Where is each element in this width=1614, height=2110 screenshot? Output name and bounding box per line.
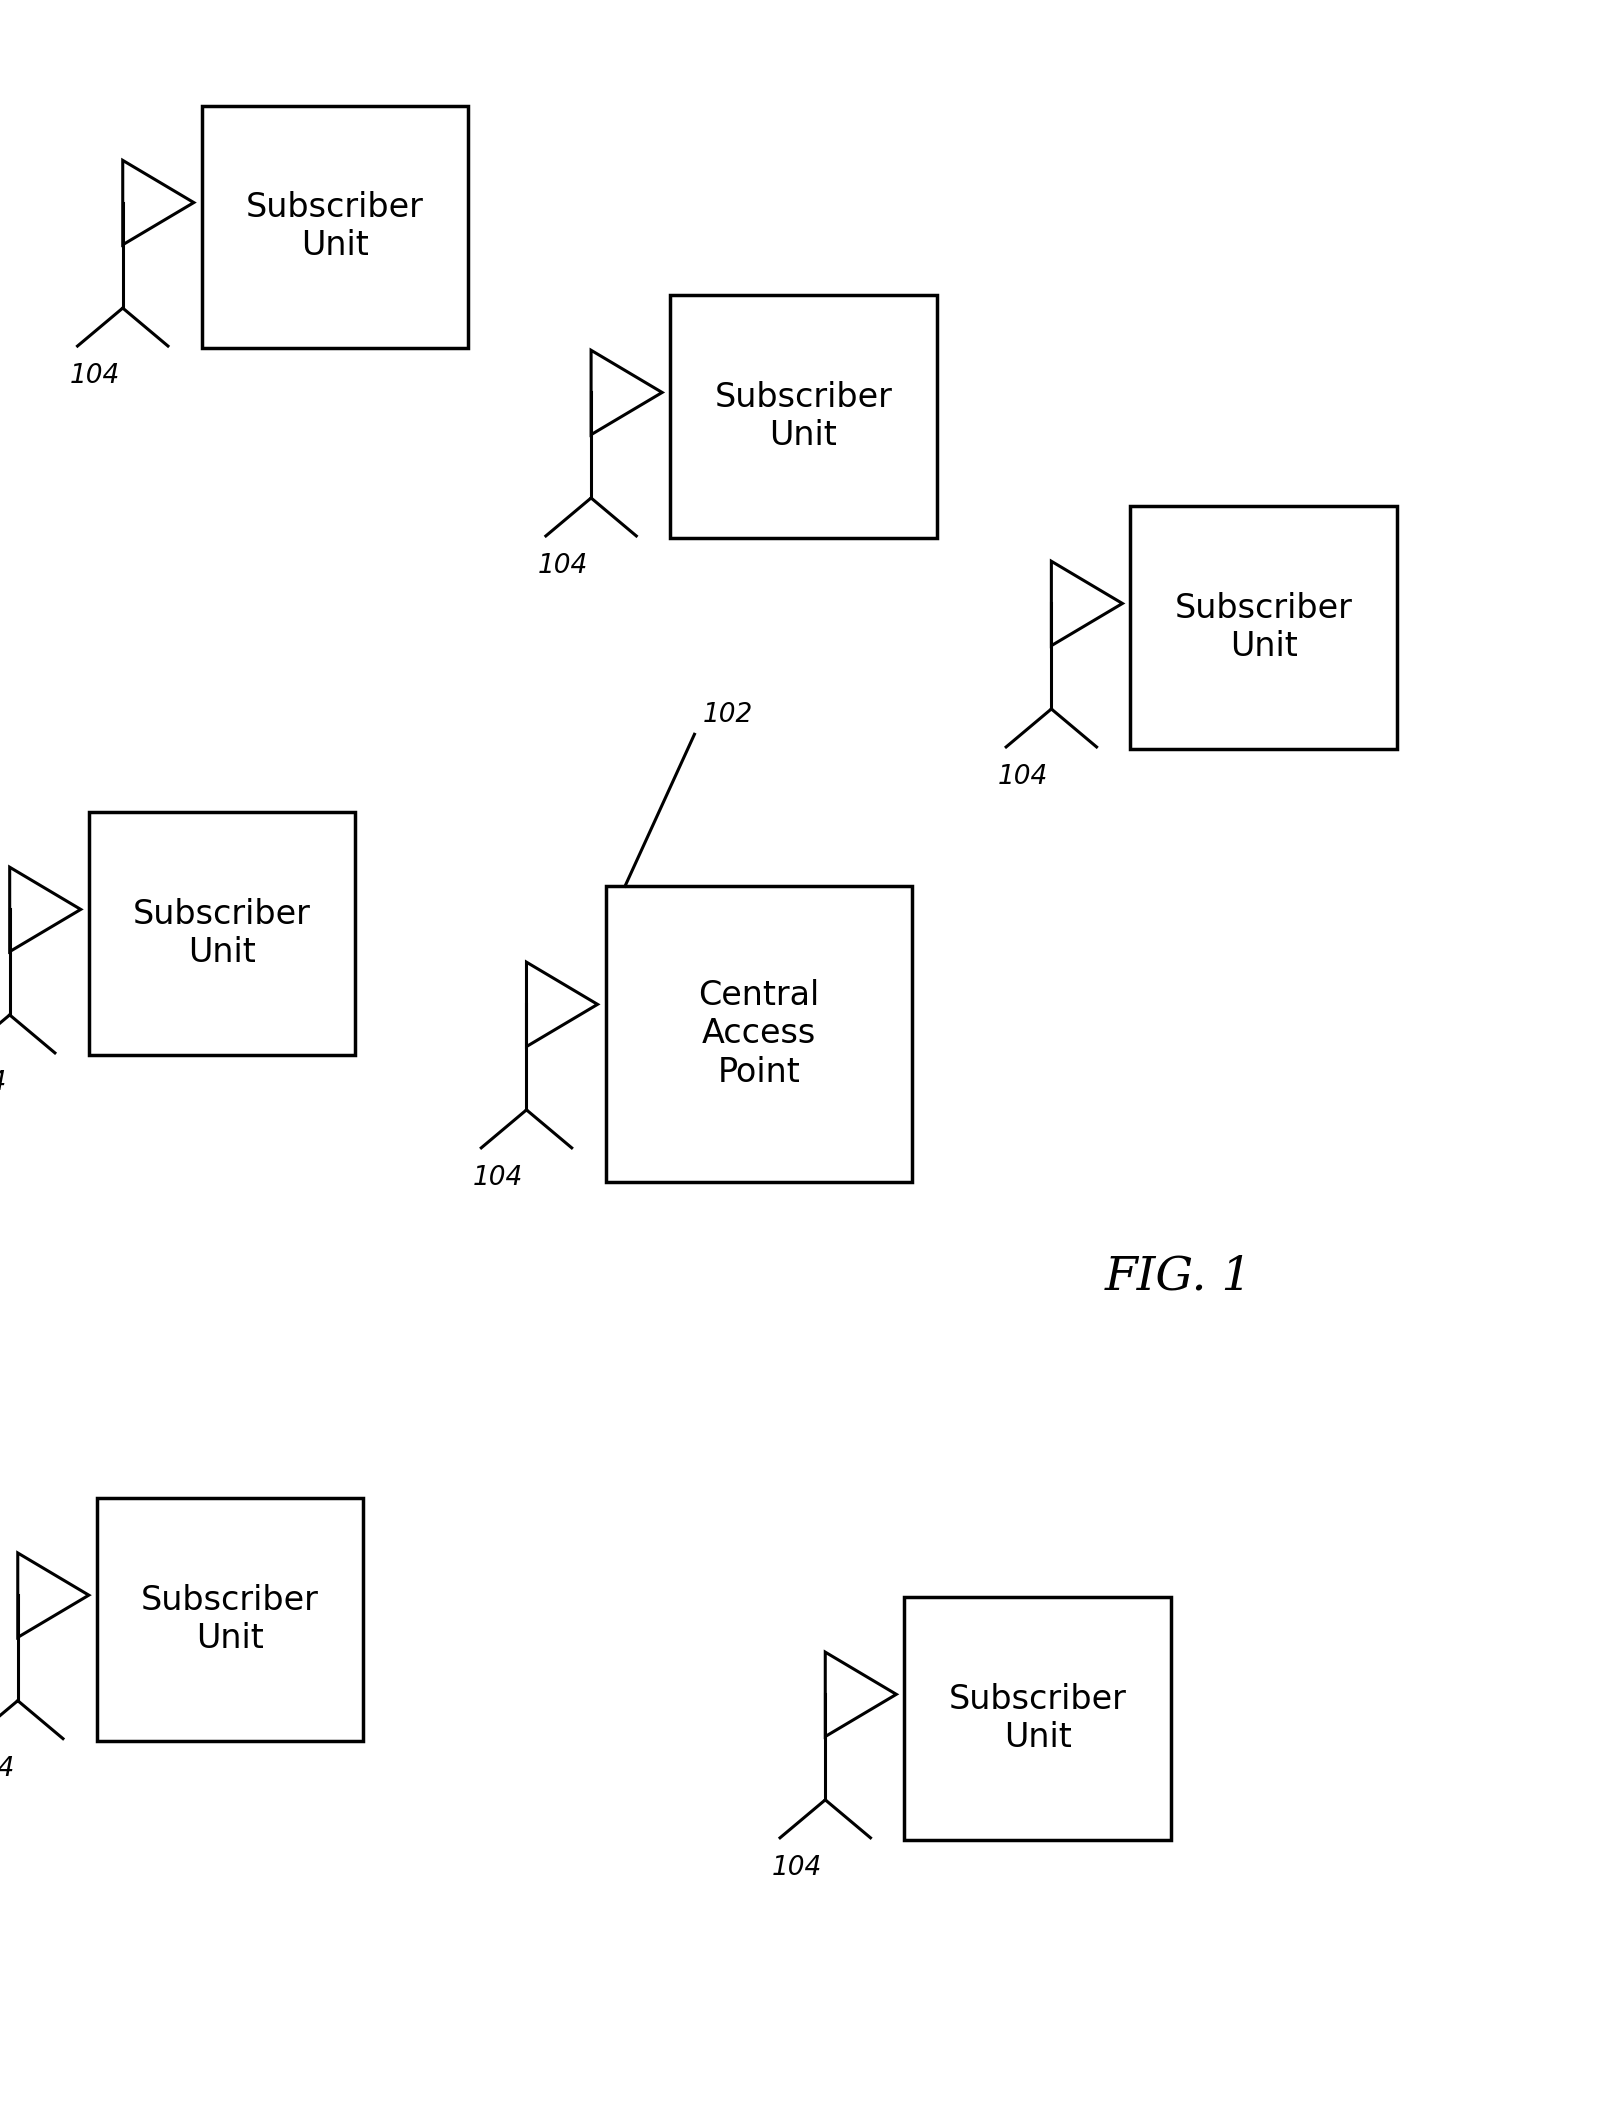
FancyBboxPatch shape xyxy=(904,1597,1170,1840)
Text: Central
Access
Point: Central Access Point xyxy=(697,979,820,1089)
Text: 104: 104 xyxy=(473,1165,523,1190)
Text: 104: 104 xyxy=(997,764,1047,789)
FancyBboxPatch shape xyxy=(670,295,936,538)
Text: Subscriber
Unit: Subscriber Unit xyxy=(132,899,312,968)
Text: FIG. 1: FIG. 1 xyxy=(1104,1253,1252,1300)
Text: Subscriber
Unit: Subscriber Unit xyxy=(245,192,424,262)
FancyBboxPatch shape xyxy=(1130,506,1396,749)
Text: 104: 104 xyxy=(537,553,587,578)
Text: 104: 104 xyxy=(69,363,119,388)
Text: Subscriber
Unit: Subscriber Unit xyxy=(1173,593,1353,663)
Text: 104: 104 xyxy=(0,1070,6,1095)
FancyBboxPatch shape xyxy=(202,106,468,348)
FancyBboxPatch shape xyxy=(605,886,912,1182)
Text: Subscriber
Unit: Subscriber Unit xyxy=(947,1684,1127,1753)
Text: 104: 104 xyxy=(0,1756,15,1781)
Text: Subscriber
Unit: Subscriber Unit xyxy=(713,382,893,452)
Text: 104: 104 xyxy=(771,1855,822,1880)
Text: 102: 102 xyxy=(702,703,752,728)
Text: Subscriber
Unit: Subscriber Unit xyxy=(140,1585,320,1654)
FancyBboxPatch shape xyxy=(97,1498,363,1741)
FancyBboxPatch shape xyxy=(89,812,355,1055)
